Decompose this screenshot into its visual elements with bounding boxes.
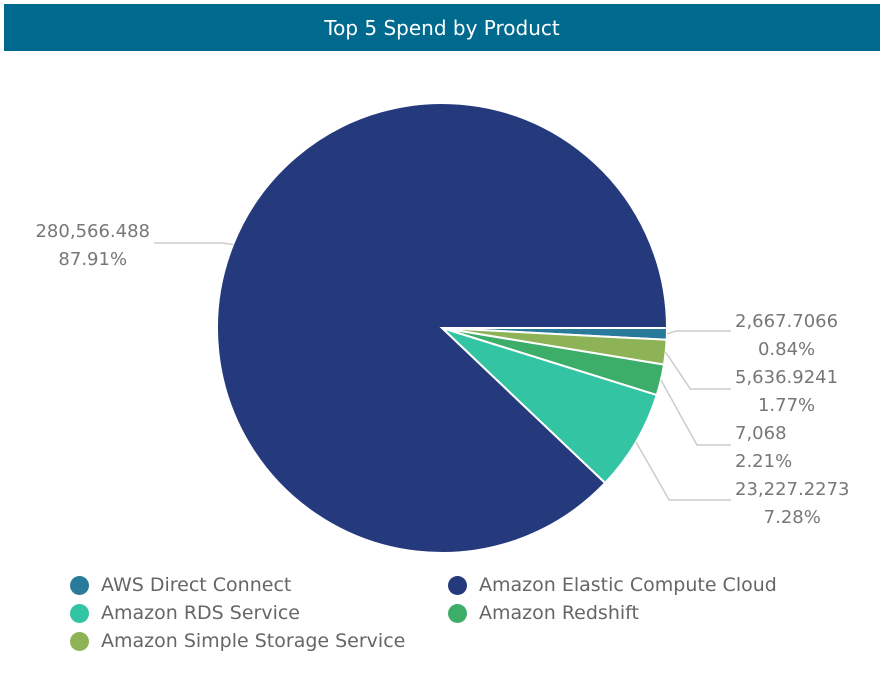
legend-item[interactable]: Amazon Simple Storage Service <box>70 630 405 652</box>
connector-line <box>666 330 731 335</box>
data-label-percent: 7.28% <box>764 507 821 528</box>
chart-title: Top 5 Spend by Product <box>4 4 880 51</box>
data-label-value: 2,667.7066 <box>735 311 838 332</box>
legend-marker-icon <box>70 603 89 623</box>
data-label-percent: 2.21% <box>735 451 792 472</box>
connector-line <box>665 351 731 390</box>
data-label-value: 7,068 <box>735 423 787 444</box>
connector-line <box>660 379 731 446</box>
pie-slice[interactable] <box>441 327 659 485</box>
connector-line <box>154 242 234 246</box>
legend-marker-icon <box>70 631 89 651</box>
legend-item[interactable]: AWS Direct Connect <box>70 574 291 596</box>
legend-marker-icon <box>448 603 467 623</box>
data-label-value: 23,227.2273 <box>735 479 850 500</box>
legend-label: Amazon Elastic Compute Cloud <box>479 574 777 596</box>
legend-marker-icon <box>448 575 467 595</box>
data-label-value: 280,566.488 <box>35 221 150 242</box>
data-label-percent: 87.91% <box>58 249 127 270</box>
legend-item[interactable]: Amazon Redshift <box>448 602 639 624</box>
legend-item[interactable]: Amazon Elastic Compute Cloud <box>448 574 777 596</box>
legend-label: Amazon Simple Storage Service <box>101 630 406 652</box>
legend-label: Amazon RDS Service <box>101 602 300 624</box>
legend-item[interactable]: Amazon RDS Service <box>70 602 300 624</box>
data-label-percent: 1.77% <box>758 395 815 416</box>
legend-label: Amazon Redshift <box>479 602 639 624</box>
data-label-percent: 0.84% <box>758 339 815 360</box>
pie-slice[interactable] <box>216 102 669 554</box>
data-label-value: 5,636.9241 <box>735 367 838 388</box>
connector-line <box>635 441 731 501</box>
legend-label: AWS Direct Connect <box>101 574 292 596</box>
legend-marker-icon <box>70 575 89 595</box>
